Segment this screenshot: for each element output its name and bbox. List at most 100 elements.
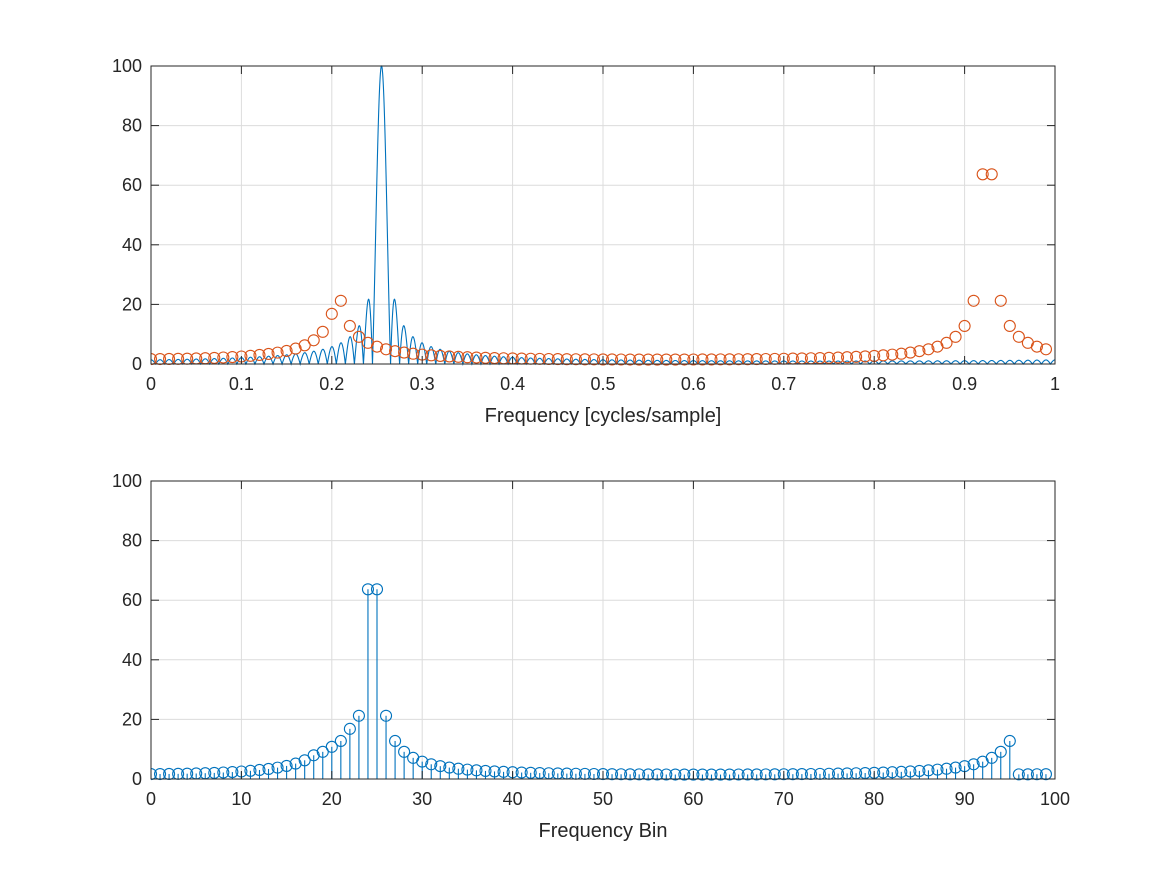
dft-sample-marker [732, 353, 745, 366]
stem-marker [289, 757, 302, 770]
x-tick-label: 0.5 [590, 374, 615, 394]
bottom-subplot: 0 10 20 30 40 50 60 70 80 90 100 0 20 40 60 80 100 Freque… [112, 471, 1070, 842]
x-tick-label: 0.6 [681, 374, 706, 394]
dft-sample-marker [253, 348, 266, 362]
x-tick-label: 100 [1040, 789, 1070, 809]
stem-marker [343, 722, 356, 735]
dft-sample-marker [434, 349, 447, 362]
stem-marker [434, 760, 447, 773]
stem-marker [280, 759, 293, 772]
dft-sample-marker [859, 350, 872, 363]
dft-sample-marker [560, 353, 573, 366]
stem-marker [967, 758, 980, 771]
stem-marker [488, 765, 501, 778]
stem-marker [931, 763, 944, 776]
stem-marker [904, 765, 917, 778]
x-tick-label: 20 [322, 789, 342, 809]
dft-sample-marker [741, 353, 754, 366]
dft-sample-marker [831, 351, 845, 364]
stem-marker [298, 754, 311, 767]
dft-sample-marker [596, 353, 610, 366]
y-tick-label: 60 [122, 590, 142, 610]
stem-marker [985, 751, 998, 764]
y-tick-label: 0 [132, 769, 142, 789]
dft-sample-marker [976, 168, 989, 181]
stem-marker [615, 768, 628, 781]
stem-marker [741, 768, 754, 781]
dft-sample-marker [922, 343, 935, 356]
y-tick-label: 40 [122, 235, 142, 255]
dft-sample-marker [407, 347, 420, 360]
dft-sample-marker [208, 351, 221, 364]
stem-marker [949, 761, 962, 774]
dft-sample-marker [226, 351, 239, 364]
stem-marker [605, 768, 619, 781]
stem-marker [786, 768, 799, 781]
dft-sample-marker [569, 353, 582, 366]
dft-sample-marker [398, 346, 411, 359]
x-tick-label: 0.9 [952, 374, 977, 394]
dft-sample-marker [877, 349, 890, 362]
dft-sample-marker [280, 344, 293, 357]
x-tick-label: 0.1 [229, 374, 254, 394]
stem-marker [497, 765, 510, 778]
dft-sample-marker [994, 294, 1007, 307]
dft-sample-marker [841, 351, 854, 364]
dft-sample-marker [651, 353, 664, 366]
stem-marker [226, 766, 239, 779]
dft-sample-marker [151, 353, 158, 366]
dft-sample-marker [153, 352, 167, 366]
x-tick-label: 90 [955, 789, 975, 809]
x-tick-label: 0.2 [319, 374, 344, 394]
stem-marker [714, 768, 727, 781]
stem-marker [151, 768, 158, 781]
stem-marker [633, 768, 646, 781]
dft-sample-marker [886, 348, 899, 361]
stem-marker [379, 709, 393, 722]
stem-marker [940, 762, 953, 775]
stem-marker [768, 768, 781, 781]
stem-marker [895, 765, 908, 778]
dft-sample-marker [660, 353, 673, 366]
stem-marker [479, 764, 492, 777]
dft-sample-marker [217, 351, 230, 364]
x-tick-label: 60 [683, 789, 703, 809]
stem-marker [886, 766, 899, 779]
dft-sample-marker [822, 351, 836, 364]
dft-sample-marker [723, 353, 736, 366]
x-tick-label: 0.4 [500, 374, 525, 394]
stem-marker [361, 583, 375, 596]
stem-marker [705, 768, 718, 781]
stem-marker [651, 768, 664, 781]
stem-marker [461, 763, 474, 776]
stem-marker [334, 734, 347, 748]
stem-marker [877, 766, 890, 779]
stem-marker [443, 761, 456, 774]
stem-marker [723, 768, 736, 781]
stem-marker [642, 768, 655, 781]
stem-marker [416, 755, 429, 768]
dft-sample-marker [895, 347, 908, 360]
x-tick-label: 0.8 [862, 374, 887, 394]
x-tick-label: 0 [146, 374, 156, 394]
stem-marker [1021, 768, 1034, 781]
dft-sample-marker [705, 353, 718, 366]
stem-marker [678, 768, 691, 781]
dft-sample-marker [669, 353, 682, 366]
dft-sample-marker [696, 353, 709, 366]
x-tick-label: 10 [231, 789, 251, 809]
dft-sample-marker [289, 342, 302, 355]
dft-sample-marker [587, 353, 601, 366]
x-tick-label: 40 [503, 789, 523, 809]
dft-sample-marker [624, 353, 637, 366]
y-tick-label: 80 [122, 116, 142, 136]
dft-sample-marker [379, 343, 393, 356]
dft-sample-marker [578, 353, 591, 366]
y-tick-label: 100 [112, 471, 142, 491]
stem-marker [253, 763, 266, 777]
stem-marker [244, 764, 257, 777]
stem-marker [777, 768, 790, 781]
stem-marker [922, 764, 935, 777]
stem-marker [1003, 734, 1016, 748]
stem-marker [389, 734, 402, 748]
